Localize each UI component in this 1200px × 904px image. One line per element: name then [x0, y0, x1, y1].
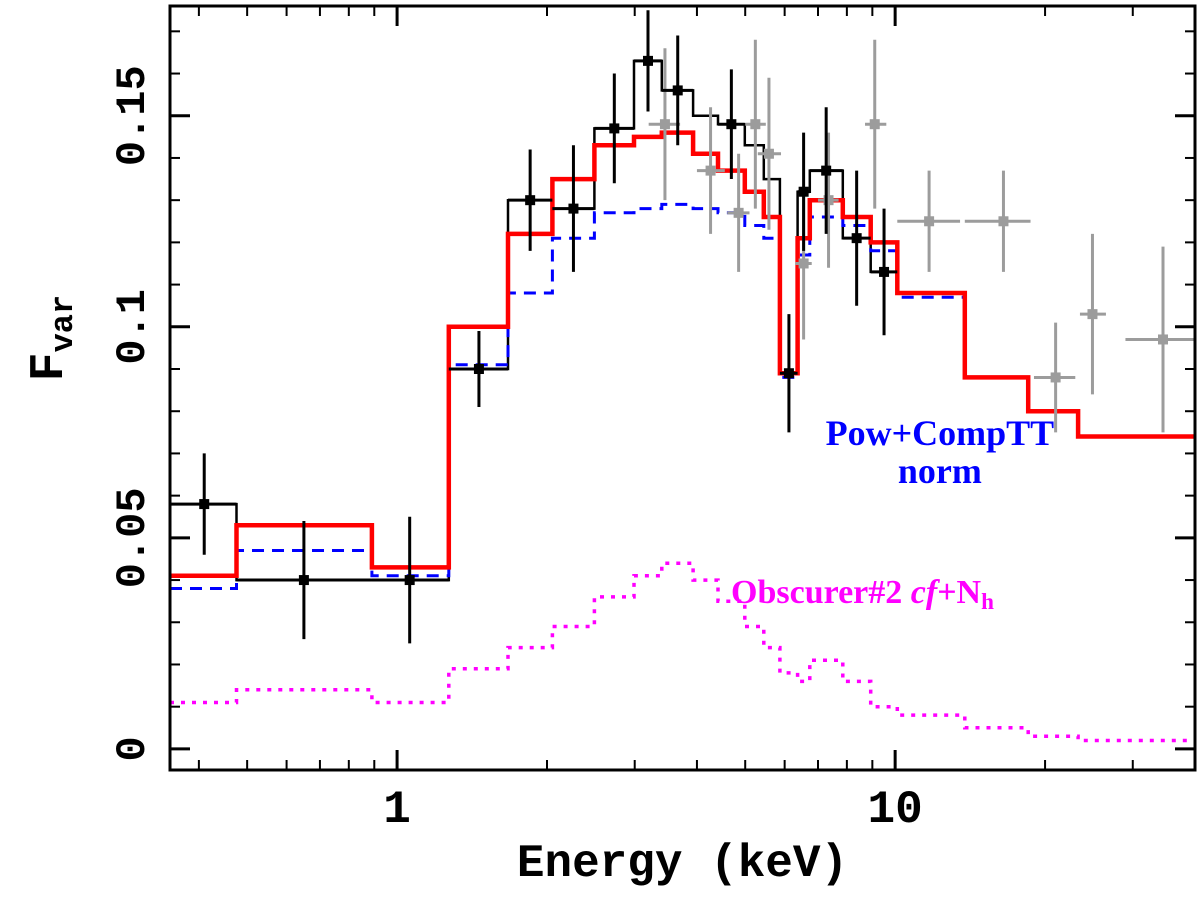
- annotation-obscurer2-prefix: Obscurer#2: [731, 573, 911, 611]
- gray-points-marker: [1087, 309, 1098, 320]
- black-points-marker: [568, 203, 579, 214]
- gray-points-marker: [924, 216, 935, 227]
- annotation-obscurer2-plus-n: +N: [937, 573, 982, 611]
- series-total-model: [170, 130, 1195, 579]
- x-tick-label: 10: [868, 784, 923, 836]
- gray-points-marker: [998, 216, 1009, 227]
- black-points-marker: [672, 85, 683, 96]
- gray-points-marker: [1158, 334, 1169, 345]
- gray-points-marker: [1050, 372, 1061, 383]
- series-obscurer2-cf-nh: [170, 561, 1195, 743]
- black-points-marker: [298, 575, 309, 586]
- series-gray-points: [648, 39, 1195, 433]
- gray-points-marker: [763, 148, 774, 159]
- y-tick-label: 0.1: [109, 289, 157, 365]
- black-points-marker: [821, 165, 832, 176]
- annotation-pow-comptt-norm: Pow+CompTT norm: [825, 413, 1055, 492]
- y-tick-label: 0.15: [109, 65, 157, 166]
- black-points-marker: [525, 195, 536, 206]
- y-axis-title-main: F: [23, 352, 77, 382]
- gray-points-marker: [869, 119, 880, 130]
- plot-frame: [168, 4, 1197, 772]
- gray-points-marker: [659, 119, 670, 130]
- black-points-marker: [404, 575, 415, 586]
- x-tick-label: 1: [383, 784, 411, 836]
- black-points-marker: [798, 186, 809, 197]
- annotation-obscurer2: Obscurer#2 cf+Nh: [731, 574, 994, 616]
- black-points-marker: [783, 368, 794, 379]
- black-points-marker: [726, 119, 737, 130]
- gray-points-marker: [750, 119, 761, 130]
- black-points-marker: [642, 55, 653, 66]
- tick-labels: 1 10 0 0.05 0.1 0.15: [109, 65, 923, 836]
- annotation-pow-comptt-line1: Pow+CompTT: [825, 413, 1055, 454]
- series-pow-comptt-norm: [170, 202, 1195, 590]
- annotation-obscurer2-sub-h: h: [981, 588, 994, 615]
- series-black-points: [170, 10, 898, 644]
- black-points-marker: [879, 266, 890, 277]
- gray-points-marker: [733, 207, 744, 218]
- annotation-obscurer2-cf: cf: [910, 573, 938, 611]
- gray-points-marker: [823, 195, 834, 206]
- black-points-marker: [609, 123, 620, 134]
- y-axis-title: Fvar: [20, 254, 82, 422]
- y-tick-label: 0.05: [109, 487, 157, 588]
- gray-points-marker: [705, 165, 716, 176]
- y-axis-title-sub: var: [45, 294, 82, 353]
- gray-points-marker: [798, 258, 809, 269]
- black-points-marker: [199, 499, 210, 510]
- black-points-marker: [851, 233, 862, 244]
- x-axis-title: Energy (keV): [516, 838, 849, 890]
- annotation-pow-comptt-line2: norm: [897, 451, 982, 492]
- y-tick-label: 0: [109, 736, 157, 761]
- axis-ticks: [170, 6, 1195, 770]
- black-points-marker: [473, 364, 484, 375]
